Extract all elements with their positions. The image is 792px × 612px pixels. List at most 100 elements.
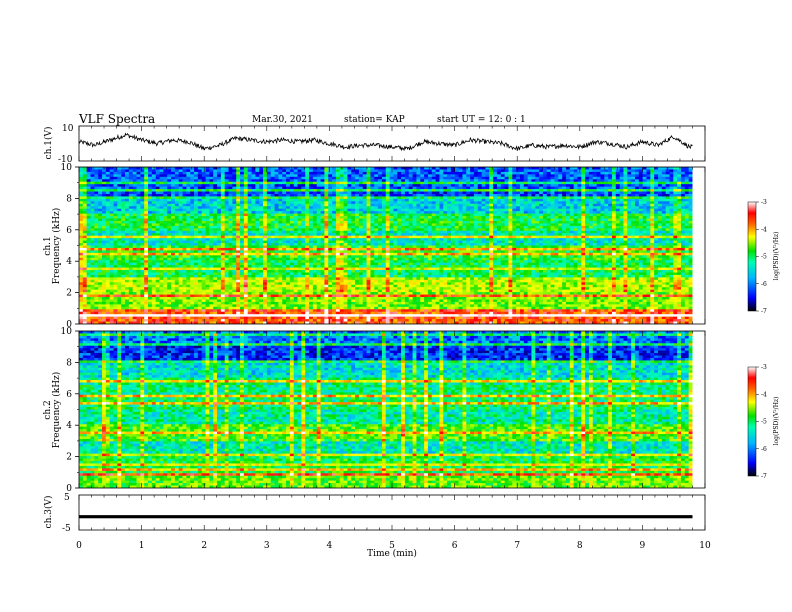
spectrogram-cell	[447, 225, 452, 229]
spectrogram-cell	[159, 191, 164, 195]
spectrogram-cell	[661, 208, 667, 212]
spectrogram-cell	[305, 201, 310, 205]
spectrogram-cell	[546, 223, 552, 227]
spectrogram-cell	[489, 198, 494, 202]
spectrogram-cell	[293, 176, 298, 180]
spectrogram-cell	[657, 186, 663, 190]
spectrogram-cell	[355, 206, 360, 210]
spectrogram-cell	[508, 206, 513, 210]
spectrogram-cell	[109, 233, 114, 237]
spectrogram-cell	[278, 181, 283, 185]
spectrogram-cell	[213, 213, 218, 217]
spectrogram-cell	[508, 198, 513, 202]
spectrogram-cell	[305, 171, 310, 175]
spectrogram-cell	[631, 211, 636, 215]
spectrogram-cell	[408, 228, 413, 232]
spectrogram-cell	[608, 216, 613, 219]
spectrogram-cell	[286, 193, 291, 197]
spectrogram-cell	[661, 189, 667, 192]
spectrogram-cell	[516, 176, 521, 180]
spectrogram-cell	[251, 208, 256, 212]
spectrogram-cell	[366, 240, 371, 244]
spectrogram-cell	[105, 238, 111, 241]
spectrogram-cell	[228, 238, 233, 241]
spectrogram-cell	[278, 184, 283, 188]
spectrogram-cell	[493, 191, 498, 195]
spectrogram-cell	[148, 189, 153, 192]
spectrogram-cell	[688, 216, 693, 219]
spectrogram-cell	[677, 167, 682, 170]
spectrogram-cell	[680, 171, 686, 175]
spectrogram-cell	[516, 218, 521, 222]
spectrogram-cell	[351, 235, 356, 239]
spectrogram-cell	[381, 167, 387, 170]
spectrogram-cell	[186, 171, 191, 175]
spectrogram-cell	[274, 201, 279, 205]
spectrogram-cell	[615, 211, 621, 215]
spectrogram-cell	[550, 206, 555, 210]
spectrogram-cell	[558, 238, 563, 241]
spectrogram-cell	[132, 220, 137, 224]
spectrogram-cell	[661, 186, 667, 190]
spectrogram-cell	[113, 213, 118, 217]
spectrogram-cell	[197, 206, 203, 210]
spectrogram-cell	[316, 203, 321, 207]
spectrogram-cell	[634, 220, 640, 224]
spectrogram-cell	[573, 211, 578, 215]
spectrogram-cell	[378, 228, 383, 232]
spectrogram-cell	[167, 208, 172, 212]
spectrogram-cell	[558, 230, 563, 234]
spectrogram-cell	[504, 181, 509, 185]
spectrogram-cell	[466, 193, 471, 197]
spectrogram-cell	[669, 171, 674, 175]
spectrogram-cell	[677, 208, 682, 212]
spectrogram-cell	[573, 181, 578, 185]
spectrogram-cell	[224, 201, 229, 205]
spectrogram-cell	[565, 238, 571, 241]
spectrogram-cell	[427, 211, 433, 215]
spectrogram-cell	[673, 238, 678, 241]
spectrogram-cell	[293, 181, 298, 185]
spectrogram-cell	[608, 184, 613, 188]
spectrogram-cell	[381, 184, 387, 188]
spectrogram-cell	[585, 216, 590, 219]
spectrogram-cell	[481, 223, 486, 227]
spectrogram-cell	[167, 206, 172, 210]
spectrogram-cell	[109, 225, 114, 229]
spectrogram-cell	[90, 233, 95, 237]
spectrogram-cell	[186, 218, 191, 222]
spectrogram-cell	[588, 240, 594, 244]
spectrogram-cell	[332, 193, 337, 197]
spectrogram-cell	[427, 174, 433, 178]
spectrogram-cell	[673, 176, 678, 180]
spectrogram-cell	[393, 230, 398, 234]
spectrogram-cell	[136, 186, 141, 190]
spectrogram-cell	[550, 179, 555, 183]
spectrogram-cell	[397, 174, 402, 178]
spectrogram-cell	[351, 240, 356, 244]
spectrogram-cell	[263, 181, 268, 185]
spectrogram-cell	[397, 176, 402, 180]
spectrogram-cell	[312, 238, 318, 241]
spectrogram-cell	[366, 233, 371, 237]
spectrogram-cell	[604, 198, 609, 202]
spectrogram-cell	[220, 196, 226, 200]
spectrogram-cell	[197, 193, 203, 197]
spectrogram-cell	[301, 198, 306, 202]
spectrogram-cell	[565, 193, 571, 197]
spectrogram-cell	[355, 218, 360, 222]
spectrogram-cell	[224, 169, 229, 173]
spectrogram-cell	[167, 198, 172, 202]
spectrogram-cell	[312, 206, 318, 210]
spectrogram-cell	[401, 174, 406, 178]
spectrogram-cell	[224, 167, 229, 170]
spectrogram-cell	[274, 184, 279, 188]
spectrogram-cell	[136, 240, 141, 244]
spectrogram-cell	[531, 240, 536, 244]
spectrogram-cell	[155, 238, 160, 241]
spectrogram-cell	[604, 216, 609, 219]
spectrogram-cell	[86, 198, 91, 202]
spectrogram-cell	[82, 243, 88, 246]
spectrogram-cell	[278, 171, 283, 175]
spectrogram-cell	[94, 176, 99, 180]
